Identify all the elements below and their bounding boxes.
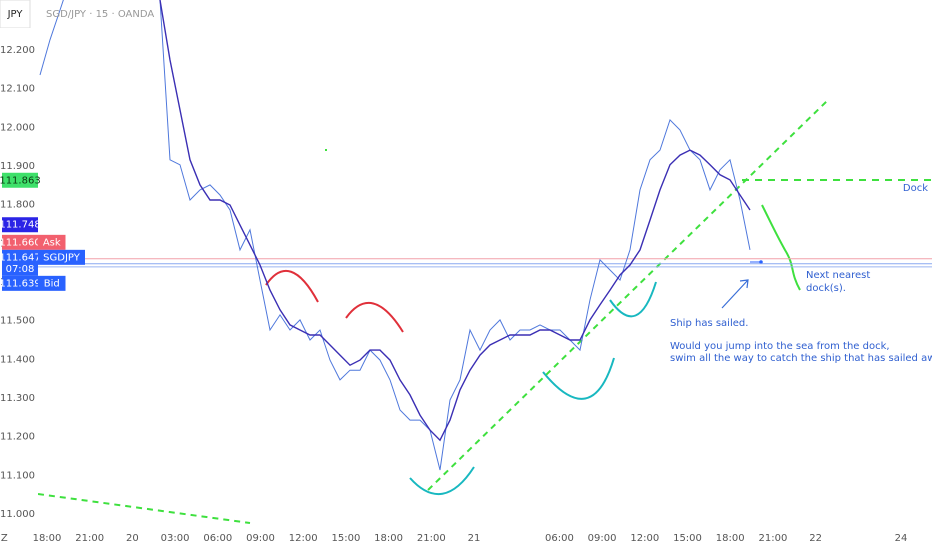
green-curve	[761, 204, 801, 291]
dot	[325, 149, 327, 151]
x-tick-label: 22	[809, 533, 822, 544]
chart-title: SGD/JPY · 15 · OANDA	[46, 9, 154, 20]
x-tick-label: 18:00	[716, 533, 745, 544]
x-tick-label: 21:00	[417, 533, 446, 544]
x-tick-label: 15:00	[673, 533, 702, 544]
x-tick-label: 06:00	[203, 533, 232, 544]
x-tick-label: Z	[1, 533, 8, 544]
annotation: Ship has sailed.	[670, 318, 748, 329]
annotation: Dock	[903, 183, 928, 194]
x-tick-label: 21:00	[758, 533, 787, 544]
countdown: 07:08	[6, 264, 35, 275]
x-tick-label: 20	[126, 533, 139, 544]
y-tick-label: 112.200	[0, 45, 35, 56]
y-tick-label: 112.100	[0, 84, 35, 95]
symbol: JPY	[7, 9, 24, 20]
price-label-box	[2, 249, 38, 276]
y-tick-label: 111.200	[0, 432, 35, 443]
price-label: 111.647	[0, 252, 41, 263]
price-label: 111.660	[0, 237, 41, 248]
x-tick-label: 09:00	[588, 533, 617, 544]
y-tick-label: 112.000	[0, 122, 35, 133]
x-tick-label: 12:00	[289, 533, 318, 544]
price-tag-box	[38, 234, 66, 250]
trend-line	[427, 99, 829, 491]
x-tick-label: 21:00	[75, 533, 104, 544]
annotation: Would you jump into the sea from the doc…	[670, 341, 890, 352]
x-tick-label: 21	[468, 533, 481, 544]
price-label-box	[2, 217, 38, 233]
series-line	[39, 0, 751, 471]
price-tag: Ask	[43, 237, 61, 248]
y-tick-label: 111.500	[0, 316, 35, 327]
price-label: 111.748	[0, 220, 41, 231]
price-label: 111.639	[0, 278, 41, 289]
red-arc	[265, 269, 319, 303]
y-tick-label: 111.300	[0, 393, 35, 404]
price-label-box	[2, 172, 38, 188]
annotation: Next nearest	[806, 270, 870, 281]
teal-arc	[409, 466, 475, 495]
teal-arc	[609, 281, 657, 318]
x-tick-label: 09:00	[246, 533, 275, 544]
x-tick-label: 03:00	[161, 533, 190, 544]
plot	[38, 0, 932, 471]
price-tag: SGDJPY	[43, 252, 81, 263]
price-tag-box	[38, 275, 66, 291]
red-arc	[345, 301, 404, 333]
price-label-box	[2, 234, 38, 250]
price-tag: Bid	[44, 278, 60, 289]
y-tick-label: 111.000	[0, 509, 35, 520]
price-tag-box	[38, 249, 85, 265]
trend-line	[37, 493, 251, 524]
x-tick-label: 15:00	[331, 533, 360, 544]
annotation: swim all the way to catch the ship that …	[670, 353, 932, 364]
x-tick-label: 12:00	[630, 533, 659, 544]
arrow	[721, 279, 749, 309]
annotation: dock(s).	[806, 283, 846, 294]
x-tick-label: 06:00	[545, 533, 574, 544]
y-tick-label: 111.900	[0, 161, 35, 172]
y-tick-label: 111.800	[0, 200, 35, 211]
price-label: 111.863	[0, 175, 41, 186]
x-axis-bg	[0, 528, 932, 550]
x-tick-label: 18:00	[374, 533, 403, 544]
x-tick-label: 24	[895, 533, 908, 544]
price-label-box	[2, 275, 38, 291]
x-tick-label: 18:00	[33, 533, 62, 544]
teal-arc	[542, 357, 615, 400]
symbol-box	[0, 0, 31, 29]
end-dot	[759, 260, 763, 264]
series-line	[159, 0, 751, 442]
y-tick-label: 111.400	[0, 354, 35, 365]
drawings	[37, 99, 932, 524]
y-tick-label: 111.100	[0, 470, 35, 481]
